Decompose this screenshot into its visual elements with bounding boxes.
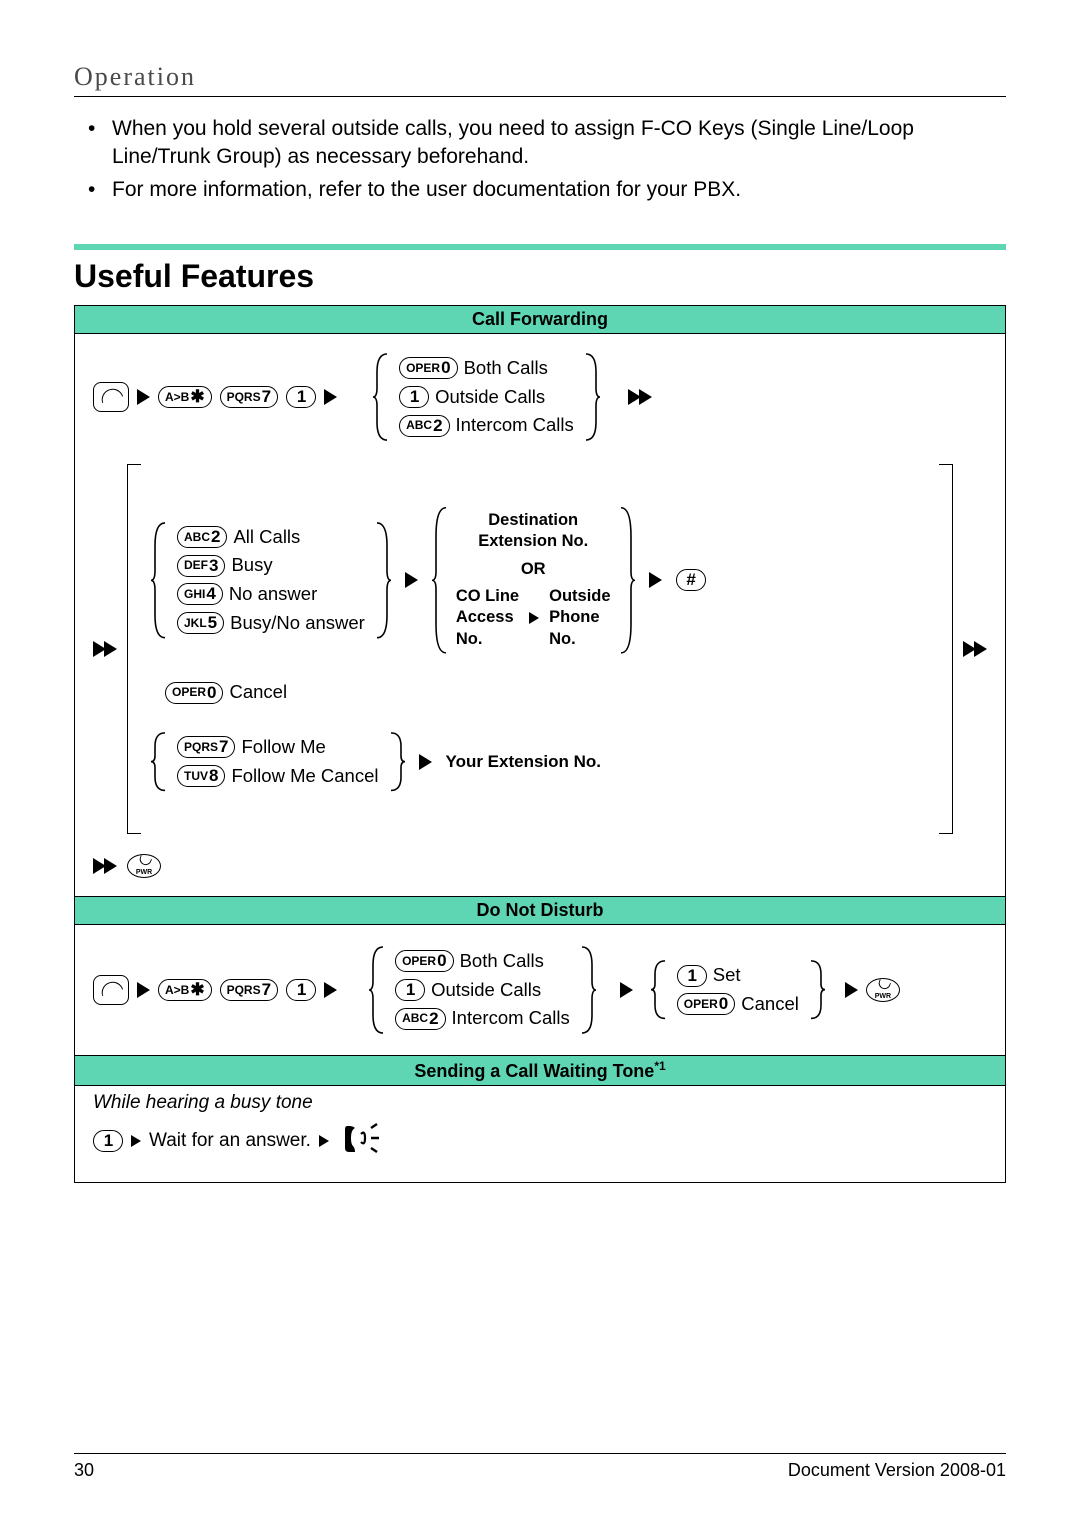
double-arrow-icon <box>963 640 987 658</box>
label: All Calls <box>233 523 300 552</box>
bracket-right <box>939 464 953 834</box>
brace-right <box>387 731 405 792</box>
intro-bullets: When you hold several outside calls, you… <box>74 115 1006 204</box>
arrow-icon <box>529 612 539 624</box>
brace-right <box>578 945 596 1035</box>
label: Follow Me Cancel <box>231 762 378 791</box>
arrow-icon <box>324 389 337 405</box>
offhook-icon <box>93 975 129 1005</box>
wait-label: Wait for an answer. <box>149 1130 311 1152</box>
brace-right <box>617 506 635 655</box>
header-rule <box>74 96 1006 97</box>
band-call-forwarding: Call Forwarding <box>75 306 1005 334</box>
brace-right <box>373 521 391 640</box>
power-icon <box>127 854 161 878</box>
key-2: ABC2 <box>395 1008 445 1030</box>
arrow-icon <box>405 572 418 588</box>
key-0: OPER0 <box>395 950 453 972</box>
brace-left <box>651 959 669 1020</box>
key-7: PQRS7 <box>220 386 278 408</box>
key-2: ABC2 <box>177 526 227 548</box>
page-header: Operation <box>74 62 1006 92</box>
key-1: 1 <box>93 1130 123 1152</box>
label: Intercom Calls <box>452 1004 570 1033</box>
features-table: Call Forwarding A>B✱ PQRS7 1 OPER0 Both C… <box>74 305 1006 1183</box>
key-3: DEF3 <box>177 555 225 577</box>
key-7: PQRS7 <box>220 979 278 1001</box>
key-0: OPER0 <box>165 682 223 704</box>
key-5: JKL5 <box>177 612 224 634</box>
label: Busy/No answer <box>230 609 365 638</box>
double-arrow-icon <box>628 388 652 406</box>
bullet-item: When you hold several outside calls, you… <box>74 115 1006 172</box>
key-2: ABC2 <box>399 415 449 437</box>
label: Outside Calls <box>431 976 541 1005</box>
label: Follow Me <box>241 733 325 762</box>
arrow-icon <box>845 982 858 998</box>
label: Set <box>713 961 741 990</box>
key-star: A>B✱ <box>158 979 212 1001</box>
arrow-icon <box>649 572 662 588</box>
arrow-icon <box>137 389 150 405</box>
arrow-icon <box>419 754 432 770</box>
arrow-icon <box>324 982 337 998</box>
key-1: 1 <box>286 386 316 408</box>
arrow-icon <box>620 982 633 998</box>
bracket-left <box>127 464 141 834</box>
double-arrow-icon <box>93 640 117 658</box>
label: Both Calls <box>464 354 548 383</box>
brace-left <box>432 506 450 655</box>
key-1: 1 <box>399 386 429 408</box>
key-star: A>B✱ <box>158 386 212 408</box>
bullet-item: For more information, refer to the user … <box>74 176 1006 204</box>
key-0: OPER0 <box>399 357 457 379</box>
band-call-waiting: Sending a Call Waiting Tone*1 <box>75 1055 1005 1086</box>
label: Intercom Calls <box>456 411 574 440</box>
brace-right <box>582 352 600 442</box>
arrow-icon <box>319 1135 329 1147</box>
page-number: 30 <box>74 1460 94 1481</box>
label: Both Calls <box>460 947 544 976</box>
key-0: OPER0 <box>677 993 735 1015</box>
section-rule <box>74 244 1006 250</box>
doc-version: Document Version 2008-01 <box>788 1460 1006 1481</box>
arrow-icon <box>131 1135 141 1147</box>
power-icon <box>866 978 900 1002</box>
page-footer: 30 Document Version 2008-01 <box>74 1453 1006 1481</box>
label: Cancel <box>229 678 287 707</box>
key-1: 1 <box>286 979 316 1001</box>
section-title: Useful Features <box>74 258 1006 295</box>
talk-icon <box>337 1120 385 1162</box>
label: Cancel <box>741 990 799 1019</box>
key-8: TUV8 <box>177 765 225 787</box>
brace-left <box>369 945 387 1035</box>
key-hash: # <box>676 569 706 591</box>
destination-block: DestinationExtension No. OR CO LineAcces… <box>450 506 617 655</box>
cf-content: A>B✱ PQRS7 1 OPER0 Both Calls 1 Outside Ca… <box>75 334 1005 896</box>
key-1: 1 <box>677 965 707 987</box>
brace-left <box>373 352 391 442</box>
offhook-icon <box>93 382 129 412</box>
cw-subtitle: While hearing a busy tone <box>75 1092 1005 1116</box>
key-4: GHI4 <box>177 583 223 605</box>
your-ext-label: Your Extension No. <box>446 752 602 772</box>
label: Busy <box>231 551 272 580</box>
brace-left <box>151 521 169 640</box>
label: Outside Calls <box>435 383 545 412</box>
key-7: PQRS7 <box>177 736 235 758</box>
brace-right <box>807 959 825 1020</box>
arrow-icon <box>137 982 150 998</box>
double-arrow-icon <box>93 857 117 875</box>
key-1: 1 <box>395 979 425 1001</box>
brace-left <box>151 731 169 792</box>
band-dnd: Do Not Disturb <box>75 896 1005 925</box>
label: No answer <box>229 580 317 609</box>
